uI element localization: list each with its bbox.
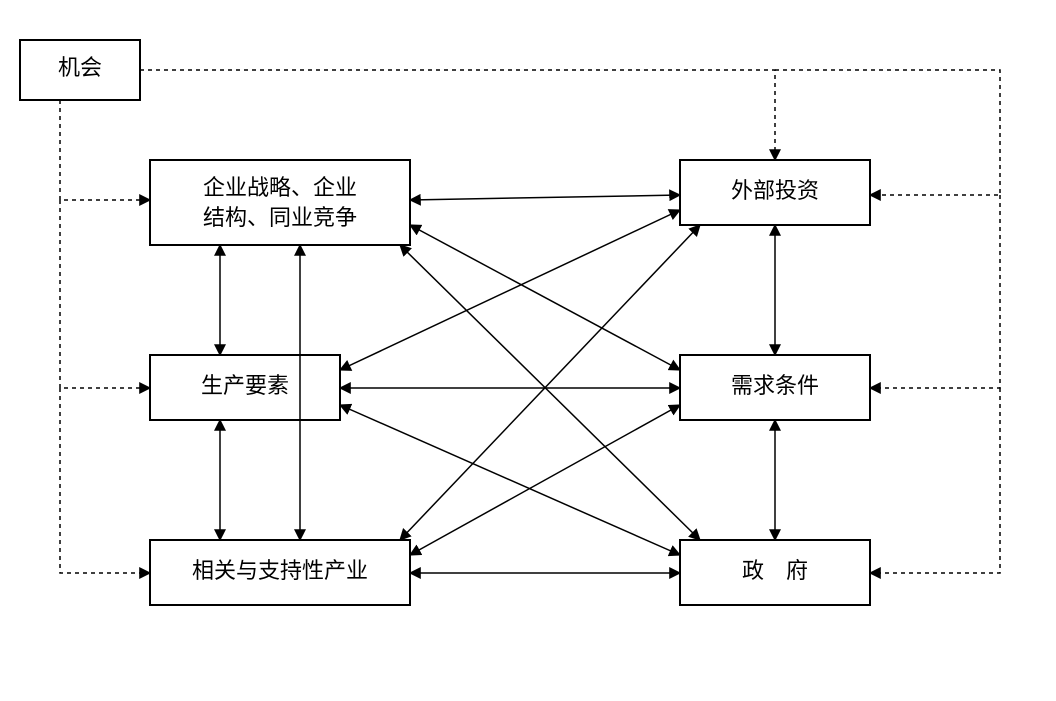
node-demand: 需求条件 [680,355,870,420]
node-factors: 生产要素 [150,355,340,420]
label-related: 相关与支持性产业 [192,558,368,583]
node-strategy: 企业战略、企业 结构、同业竞争 [150,160,410,245]
label-strategy-line2: 结构、同业竞争 [203,205,357,230]
node-external: 外部投资 [680,160,870,225]
label-opportunity: 机会 [58,55,102,80]
label-government: 政 府 [742,558,808,583]
node-opportunity: 机会 [20,40,140,100]
label-factors: 生产要素 [201,373,289,398]
label-demand: 需求条件 [731,373,819,398]
label-strategy-line1: 企业战略、企业 [203,175,357,200]
node-related: 相关与支持性产业 [150,540,410,605]
diagram-canvas: 机会 企业战略、企业 结构、同业竞争 生产要素 相关与支持性产业 外部投资 需求… [0,0,1056,701]
node-government: 政 府 [680,540,870,605]
label-external: 外部投资 [731,178,819,203]
dashed-edges [60,70,1000,573]
